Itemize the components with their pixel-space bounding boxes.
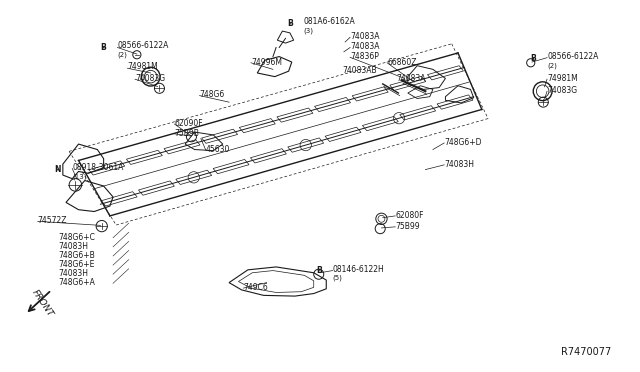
Text: B: B: [287, 19, 292, 28]
Text: (5): (5): [333, 275, 342, 282]
Text: 74083G: 74083G: [547, 86, 577, 95]
Text: FRONT: FRONT: [31, 288, 55, 319]
Text: 748G6: 748G6: [200, 90, 225, 99]
Text: B: B: [531, 54, 536, 63]
Text: (3): (3): [304, 28, 314, 34]
Text: 45630: 45630: [206, 145, 230, 154]
Text: 081A6-6162A: 081A6-6162A: [304, 17, 355, 26]
Text: 748G6+E: 748G6+E: [58, 260, 94, 269]
Text: 74083A: 74083A: [350, 42, 380, 51]
Text: 74836P: 74836P: [350, 52, 379, 61]
Text: N: N: [54, 165, 61, 174]
Text: 74083H: 74083H: [444, 160, 474, 169]
Text: B: B: [100, 43, 106, 52]
Text: 74083A: 74083A: [396, 74, 426, 83]
Text: 62080F: 62080F: [396, 211, 424, 219]
Text: (13): (13): [72, 174, 87, 180]
Text: (2): (2): [117, 51, 127, 58]
Text: 748G6+B: 748G6+B: [58, 251, 95, 260]
Text: 74981M: 74981M: [127, 62, 158, 71]
Text: 74981M: 74981M: [547, 74, 578, 83]
Text: 74572Z: 74572Z: [38, 216, 67, 225]
Text: 75B99: 75B99: [396, 222, 420, 231]
Text: B: B: [316, 266, 322, 275]
Text: 08566-6122A: 08566-6122A: [547, 52, 598, 61]
Text: 74083AB: 74083AB: [342, 65, 376, 74]
Text: 62090F: 62090F: [175, 119, 203, 128]
Text: 75B9B: 75B9B: [175, 129, 200, 138]
Text: 08566-6122A: 08566-6122A: [117, 41, 169, 50]
Text: 748G6+D: 748G6+D: [444, 138, 482, 147]
Text: 74083H: 74083H: [58, 242, 88, 251]
Text: 748G6+A: 748G6+A: [58, 278, 95, 287]
Text: 749C6: 749C6: [243, 283, 268, 292]
Text: 74083H: 74083H: [58, 269, 88, 278]
Text: 748G6+C: 748G6+C: [58, 232, 95, 241]
Text: 66860Z: 66860Z: [387, 58, 417, 67]
Text: 74996M: 74996M: [251, 58, 282, 67]
Text: R7470077: R7470077: [561, 347, 612, 357]
Text: 08918-3061A: 08918-3061A: [72, 163, 124, 172]
Text: 08146-6122H: 08146-6122H: [333, 264, 384, 274]
Text: 74083G: 74083G: [135, 74, 165, 83]
Text: 74083A: 74083A: [350, 32, 380, 41]
Text: (2): (2): [547, 62, 557, 69]
